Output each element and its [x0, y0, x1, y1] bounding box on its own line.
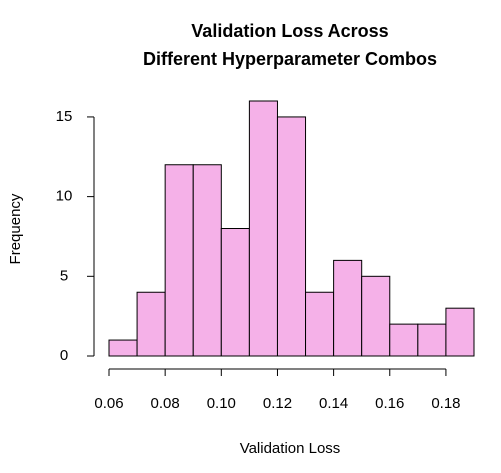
y-tick-label: 0: [60, 347, 68, 364]
bar: [248, 100, 278, 357]
bar: [361, 275, 391, 357]
x-tick-label: 0.12: [263, 395, 292, 412]
y-tick-label: 5: [60, 267, 68, 284]
bar: [220, 228, 250, 357]
x-axis-title: Validation Loss: [240, 440, 341, 457]
x-tick-label: 0.08: [151, 395, 180, 412]
bar: [305, 291, 335, 357]
x-tick-label: 0.10: [207, 395, 236, 412]
chart-title: Validation Loss Across: [191, 21, 388, 41]
x-tick-label: 0.18: [431, 395, 460, 412]
chart-title: Different Hyperparameter Combos: [143, 49, 437, 69]
bar: [417, 323, 447, 357]
bar: [108, 339, 138, 357]
bar: [333, 259, 363, 357]
bar: [445, 307, 475, 357]
x-tick-label: 0.06: [94, 395, 123, 412]
y-tick-label: 15: [56, 108, 73, 125]
y-tick-label: 10: [56, 188, 73, 205]
bar: [192, 164, 222, 357]
bar: [164, 164, 194, 357]
bar: [276, 116, 307, 357]
x-tick-label: 0.16: [375, 395, 404, 412]
bar: [389, 323, 419, 357]
x-tick-label: 0.14: [319, 395, 348, 412]
y-axis-title: Frequency: [7, 193, 24, 264]
bar: [136, 291, 166, 357]
